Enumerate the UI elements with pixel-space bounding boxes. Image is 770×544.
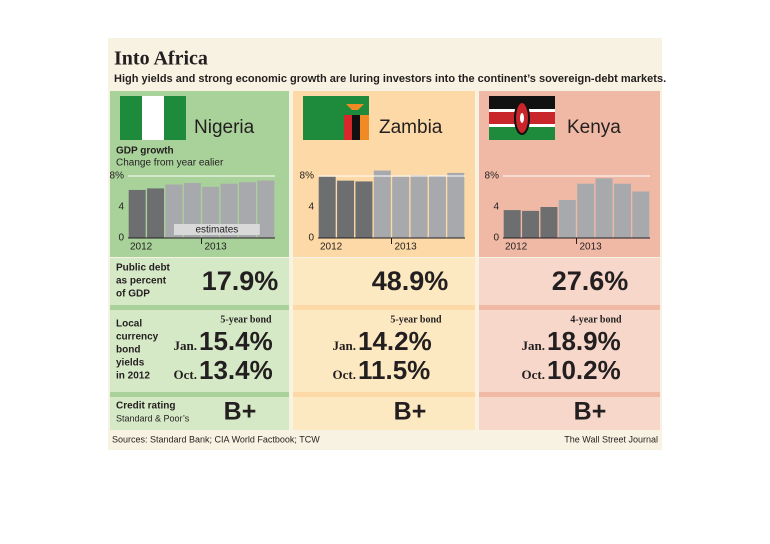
x-tick-label: 2013 (205, 242, 228, 253)
sources: Sources: Standard Bank; CIA World Factbo… (112, 434, 320, 444)
y-tick-label: 8% (485, 171, 500, 182)
x-tick-label: 2012 (130, 242, 153, 253)
oct-yield: 13.4% (199, 355, 273, 385)
jan-yield: 15.4% (199, 326, 273, 356)
jan-label: Jan. (333, 338, 356, 353)
oct-label: Oct. (174, 367, 197, 382)
y-tick-label: 8% (110, 171, 125, 182)
bar (128, 189, 146, 238)
bar (257, 180, 275, 238)
annotation-box (173, 224, 260, 235)
flag-kenya (489, 96, 555, 140)
x-tick-label: 2013 (395, 242, 418, 253)
y-tick-label: 0 (118, 233, 124, 244)
public-debt: 48.9% (372, 266, 449, 296)
x-tick-label: 2012 (320, 242, 343, 253)
credit-rating: B+ (574, 398, 607, 426)
row-label: as percent (116, 276, 167, 287)
row-label: Public debt (116, 263, 171, 274)
flag-zambia (303, 96, 369, 140)
gdp-subtitle: Change from year ealier (116, 158, 224, 169)
bar (632, 191, 650, 238)
row-label: yields (116, 358, 145, 369)
credit: The Wall Street Journal (564, 434, 658, 444)
oct-label: Oct. (522, 367, 545, 382)
jan-yield: 14.2% (358, 326, 432, 356)
jan-label: Jan. (522, 338, 545, 353)
jan-yield: 18.9% (547, 326, 621, 356)
divider (110, 392, 289, 397)
row-label: Credit rating (116, 401, 175, 412)
bar (428, 176, 446, 238)
y-tick-label: 4 (118, 202, 124, 213)
annotation: estimates (195, 225, 238, 236)
panel (293, 397, 475, 430)
y-tick-label: 0 (493, 233, 499, 244)
bond-term: 4-year bond (570, 314, 622, 325)
oct-label: Oct. (333, 367, 356, 382)
row-label: bond (116, 345, 140, 356)
y-tick-label: 4 (493, 202, 499, 213)
country-name: Kenya (567, 117, 621, 138)
divider (479, 305, 660, 310)
bar (373, 170, 391, 238)
country-name: Nigeria (194, 117, 255, 138)
bar (355, 181, 373, 238)
country-name: Zambia (379, 117, 443, 138)
public-debt: 27.6% (552, 266, 629, 296)
bar (540, 207, 558, 238)
row-label: of GDP (116, 289, 150, 300)
oct-yield: 10.2% (547, 355, 621, 385)
flag-nigeria (120, 96, 186, 140)
panel (293, 310, 475, 392)
bar (410, 175, 428, 238)
gdp-title: GDP growth (116, 146, 174, 157)
row-label: Local (116, 319, 142, 330)
y-tick-label: 4 (308, 202, 314, 213)
x-tick-label: 2012 (505, 242, 528, 253)
row-label: in 2012 (116, 371, 150, 382)
public-debt: 17.9% (202, 266, 279, 296)
bar (392, 176, 410, 238)
y-tick-label: 8% (300, 171, 315, 182)
bar (558, 200, 576, 238)
bar (613, 183, 631, 238)
panel (110, 310, 289, 392)
credit-rating: B+ (394, 398, 427, 426)
bar (147, 188, 165, 238)
bar (447, 172, 465, 238)
bar (337, 180, 355, 238)
panel (479, 310, 660, 392)
bar (503, 210, 521, 238)
divider (293, 392, 475, 397)
credit-rating: B+ (224, 398, 257, 426)
subtitle: High yields and strong economic growth a… (114, 73, 666, 85)
jan-label: Jan. (174, 338, 197, 353)
panel (293, 258, 475, 305)
divider (479, 392, 660, 397)
panel (479, 397, 660, 430)
bond-term: 5-year bond (220, 314, 272, 325)
y-tick-label: 0 (308, 233, 314, 244)
x-tick-label: 2013 (580, 242, 603, 253)
divider (110, 305, 289, 310)
bar (577, 183, 595, 238)
bar (318, 176, 336, 238)
row-label: Standard & Poor’s (116, 413, 190, 423)
panel (110, 258, 289, 305)
divider (293, 305, 475, 310)
oct-yield: 11.5% (358, 355, 430, 385)
bar (595, 178, 613, 238)
row-label: currency (116, 332, 159, 343)
bond-term: 5-year bond (390, 314, 442, 325)
bar (522, 210, 540, 238)
panel (110, 397, 289, 430)
title: Into Africa (114, 48, 208, 70)
panel (479, 258, 660, 305)
